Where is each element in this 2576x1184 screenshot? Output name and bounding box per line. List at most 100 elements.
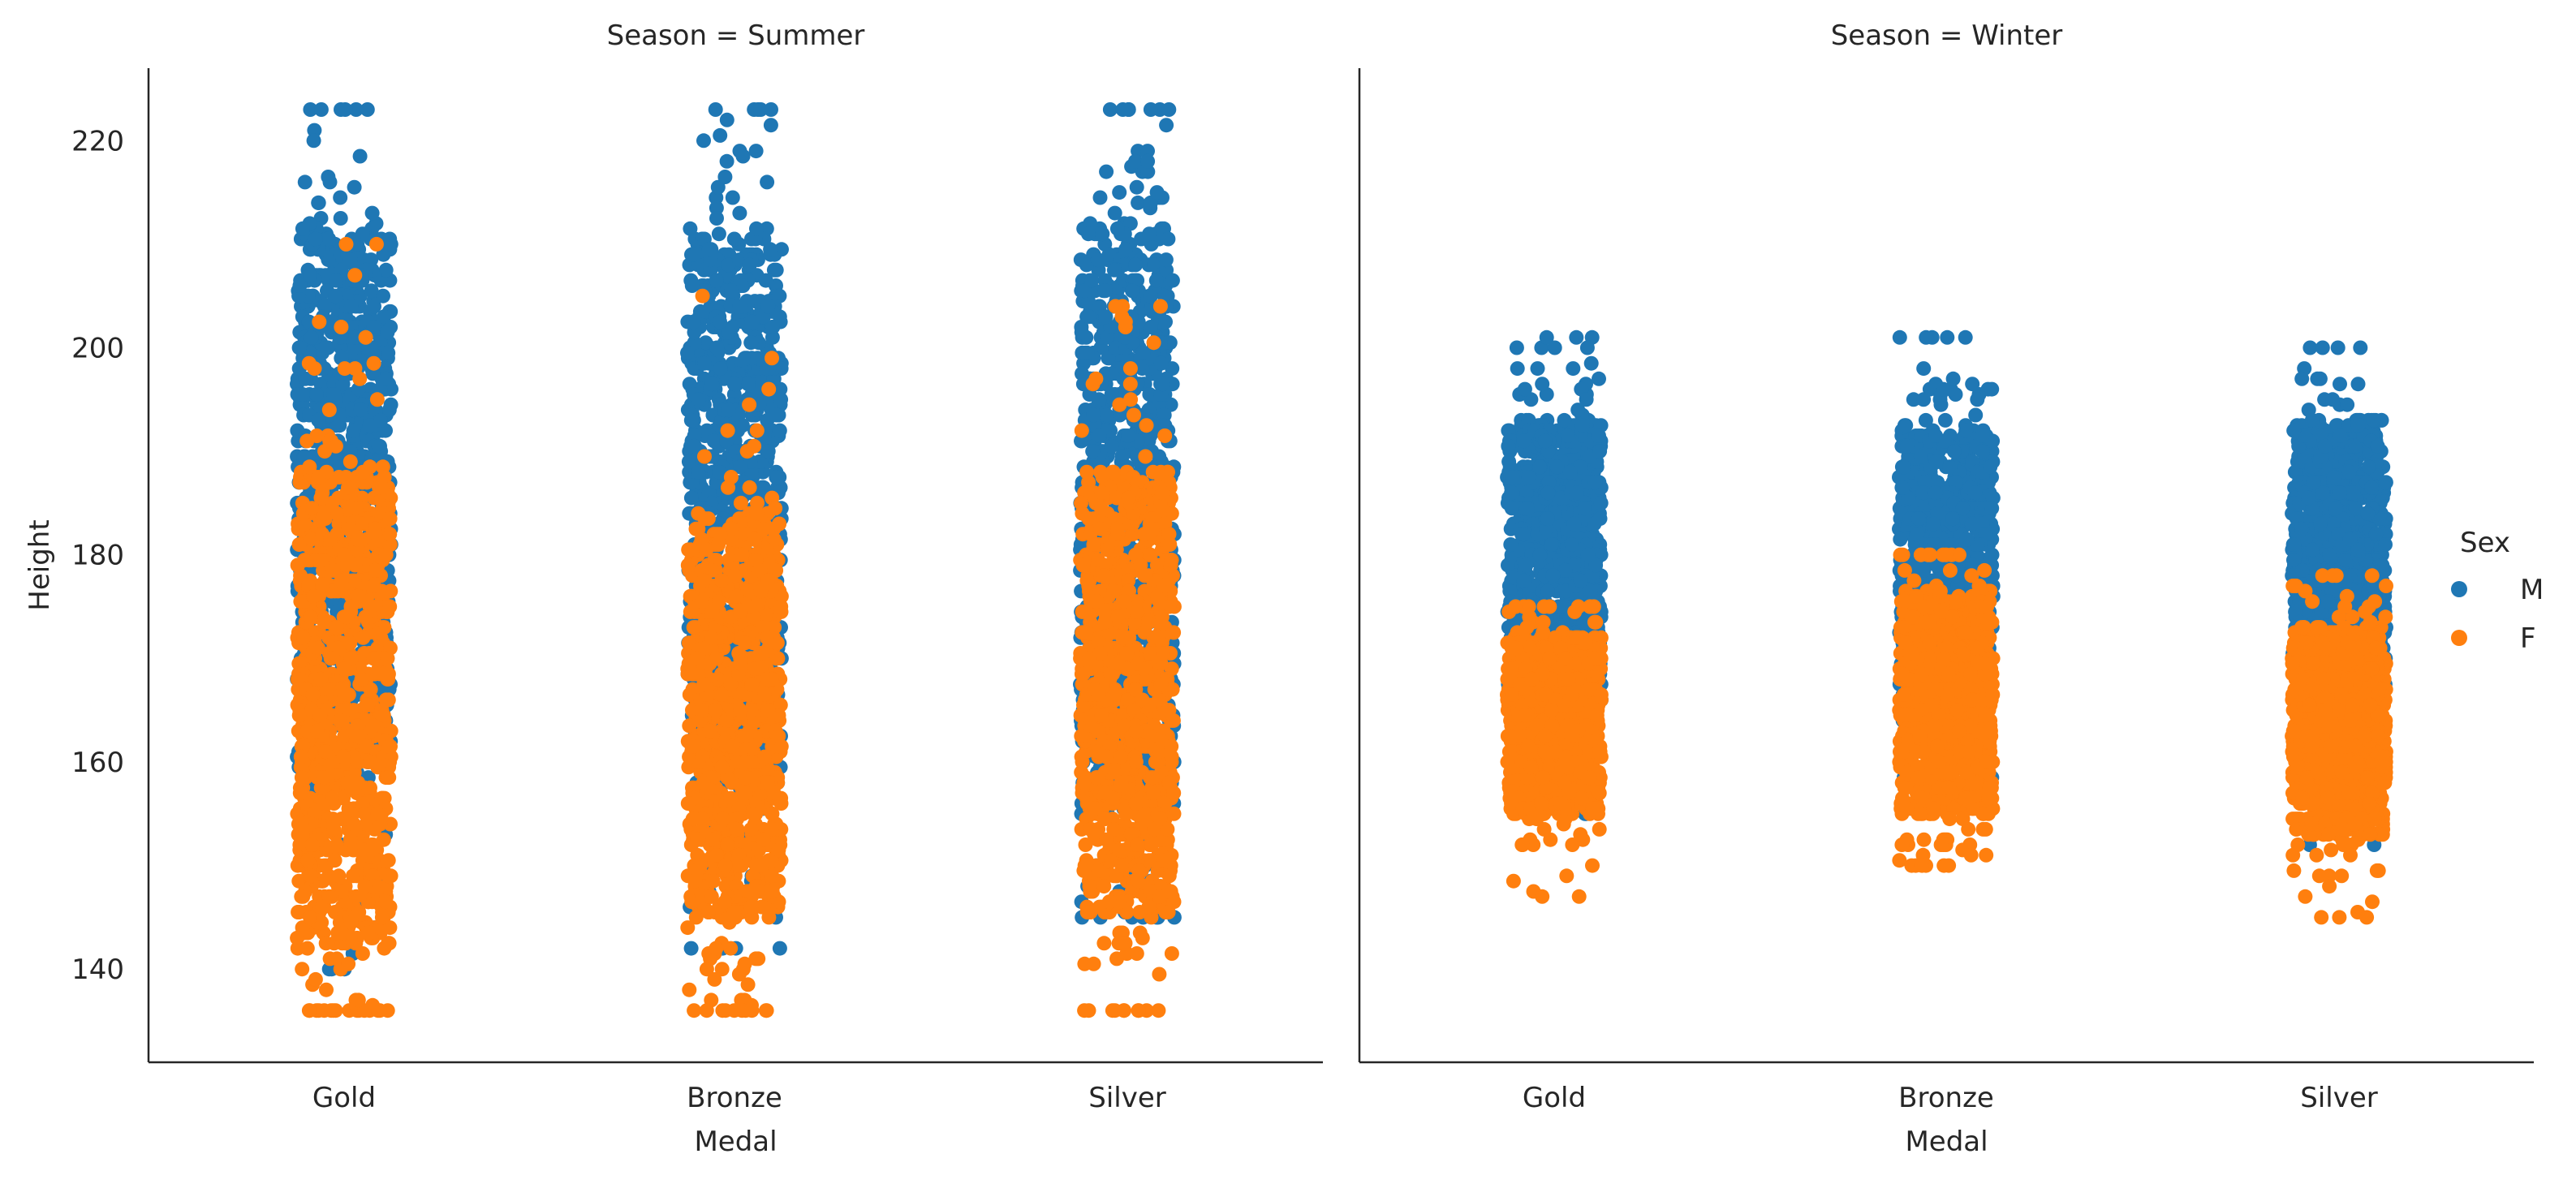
point [732,205,747,221]
point [322,174,338,190]
point [1122,361,1138,377]
point [376,708,391,723]
point [769,407,784,423]
point [295,962,310,977]
point [1151,1003,1166,1018]
point [299,433,315,449]
point [704,889,719,904]
point [717,170,733,184]
point [378,547,394,562]
point [1090,252,1105,268]
point [713,527,728,542]
point [311,470,326,484]
point [709,651,724,666]
point [759,630,774,645]
point [1161,231,1176,247]
point [382,511,398,527]
point [696,573,712,588]
point [720,837,735,852]
point [690,832,705,847]
point [680,345,695,360]
point [1081,309,1096,325]
point [697,355,712,371]
point [687,1003,702,1018]
point [1165,273,1180,288]
point [1099,164,1114,179]
point [705,873,721,889]
point [337,547,351,562]
point [1077,1003,1092,1018]
point [756,832,771,847]
point [325,790,340,806]
point [341,521,356,536]
point [360,102,375,117]
point [1085,444,1101,459]
point [743,335,759,351]
point [378,262,394,278]
point [338,102,353,117]
point [348,729,364,743]
point [347,179,362,195]
point [705,832,720,847]
point [680,920,696,936]
point [768,501,783,516]
point [317,770,332,786]
point [696,775,711,790]
point [741,884,756,899]
point [310,640,325,656]
point [760,174,775,190]
point [727,568,743,583]
point [383,583,398,599]
point [348,102,364,117]
point [321,340,336,355]
point [312,708,328,723]
point [343,299,359,314]
point [1109,221,1125,236]
point [328,288,343,304]
point [722,403,736,418]
point [332,713,347,728]
point [350,236,365,252]
point [329,418,344,433]
point [1092,428,1107,443]
point [326,387,342,402]
point [337,687,352,702]
point [681,635,696,651]
point [1074,325,1089,340]
point [748,951,764,967]
point [338,236,354,252]
point [760,775,775,790]
point [684,278,700,293]
point [763,118,778,133]
point [375,480,390,495]
point [713,361,728,377]
point [682,982,697,997]
point [382,599,398,614]
point [313,553,329,568]
point [318,744,334,760]
point [699,542,714,558]
point [301,1003,317,1018]
point [683,490,699,506]
point [296,630,312,645]
point [1146,335,1161,351]
point [1148,273,1164,288]
point [739,444,755,459]
point [704,992,719,1008]
point [291,537,307,552]
point [1158,314,1173,329]
point [748,144,764,159]
point [772,516,787,532]
point [351,992,366,1008]
point [383,397,398,412]
point [334,573,349,588]
point [749,506,765,521]
point [709,941,724,956]
point [291,340,307,355]
point [685,812,700,827]
point [739,729,755,743]
point [368,562,383,578]
point [315,579,330,593]
point [311,195,326,210]
point [294,770,309,786]
